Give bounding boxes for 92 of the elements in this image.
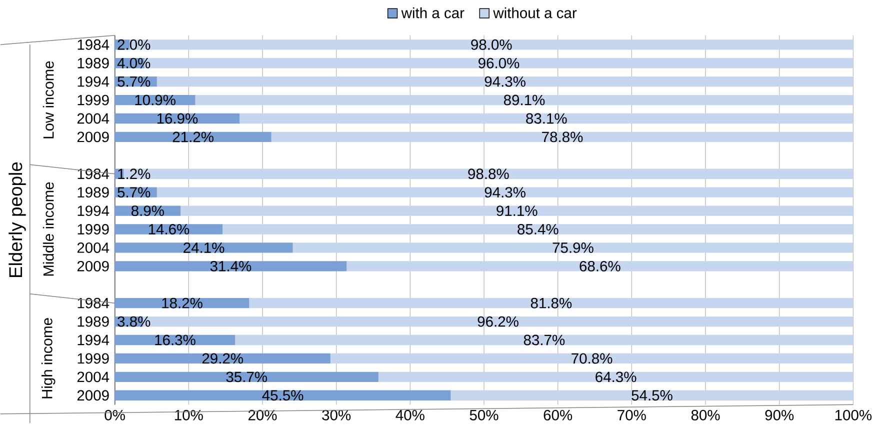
data-label: 94.3% [484, 186, 526, 198]
bar [222, 224, 854, 234]
data-label: 5.7% [118, 186, 150, 198]
y-tick-label: 1984 [78, 168, 110, 179]
y-axis-title: Elderly people [8, 162, 26, 277]
y-tick-label: 1999 [78, 94, 109, 106]
bar [114, 372, 378, 382]
data-label: 98.0% [471, 39, 512, 50]
y-tick-label: 1989 [78, 316, 109, 327]
bar [346, 260, 854, 272]
data-label: 16.3% [155, 334, 196, 346]
data-label: 10.9% [135, 94, 176, 106]
y-tick-label: 2009 [77, 132, 109, 142]
data-label: 98.8% [468, 168, 509, 179]
y-tick-label: 1989 [78, 58, 109, 68]
y-tick-label: 1984 [78, 298, 110, 308]
bar [156, 187, 854, 198]
y-tick-label: 1999 [78, 353, 109, 364]
bar [330, 353, 854, 364]
y-tick-label: 1994 [78, 334, 110, 346]
bar [271, 132, 854, 142]
x-tick-label: 90% [765, 410, 794, 420]
x-tick-label: 10% [175, 410, 203, 420]
x-tick-label: 60% [544, 410, 572, 420]
bar [114, 390, 451, 400]
text: Low income [42, 61, 54, 138]
data-label: 1.2% [118, 168, 150, 179]
y-tick-label: 1999 [78, 224, 109, 234]
bar [156, 76, 854, 87]
bar [114, 242, 293, 253]
x-tick-label: 80% [691, 410, 720, 420]
data-label: 64.3% [596, 372, 636, 382]
y-tick-label: 1994 [78, 205, 110, 216]
y-tick-label: 2004 [77, 113, 110, 124]
bar [292, 242, 854, 253]
data-label: 3.8% [118, 316, 150, 327]
data-label: 75.9% [552, 242, 594, 253]
legend-label: with a car [401, 7, 464, 18]
data-label: 89.1% [504, 94, 545, 106]
data-label: 96.0% [478, 58, 520, 68]
data-label: 54.5% [632, 390, 672, 400]
data-label: 8.9% [131, 205, 164, 216]
data-label: 81.8% [530, 298, 572, 308]
data-label: 45.5% [262, 390, 304, 400]
data-label: 21.2% [172, 132, 214, 142]
data-label: 83.1% [526, 113, 567, 124]
legend-label: without a car [493, 7, 577, 18]
data-label: 14.6% [148, 224, 190, 234]
y-tick-label: 2009 [77, 390, 109, 400]
data-label: 4.0% [117, 58, 150, 68]
data-label: 5.7% [118, 76, 150, 87]
data-label: 94.3% [484, 76, 526, 87]
bar [249, 298, 854, 308]
bar [180, 206, 854, 216]
y-tick-label: 2004 [77, 242, 110, 253]
x-tick-label: 20% [248, 410, 277, 420]
bar [378, 372, 854, 382]
bar [235, 334, 854, 345]
data-label: 85.4% [518, 224, 558, 234]
y-tick-label: 1994 [78, 76, 110, 87]
bar [240, 113, 854, 124]
data-label: 24.1% [184, 242, 224, 253]
data-label: 96.2% [478, 316, 518, 327]
data-label: 83.7% [524, 334, 565, 346]
bar [195, 94, 854, 105]
data-label: 29.2% [202, 353, 244, 364]
text: Middle income [42, 182, 54, 276]
bar [450, 390, 854, 400]
data-label: 16.9% [157, 113, 198, 124]
y-tick-label: 1989 [78, 186, 109, 198]
data-label: 2.0% [118, 39, 150, 50]
text: High income [41, 318, 56, 398]
x-tick-label: 70% [618, 410, 646, 420]
bar [114, 298, 250, 308]
bar [114, 224, 223, 234]
data-label: 91.1% [496, 205, 538, 216]
bar [114, 353, 330, 364]
x-tick-label: 40% [396, 410, 424, 420]
data-label: 31.4% [210, 260, 252, 272]
data-label: 78.8% [542, 132, 583, 142]
y-tick-label: 2004 [77, 372, 110, 382]
data-label: 70.8% [572, 353, 612, 364]
bar [114, 132, 272, 142]
x-tick-label: 100% [835, 410, 872, 420]
bar [114, 260, 347, 272]
x-tick-label: 0% [104, 410, 125, 420]
x-tick-label: 50% [470, 410, 498, 420]
data-label: 35.7% [226, 372, 268, 382]
data-label: 68.6% [580, 260, 620, 272]
y-tick-label: 1984 [78, 39, 110, 50]
y-tick-label: 2009 [77, 260, 109, 272]
data-label: 18.2% [162, 298, 202, 308]
